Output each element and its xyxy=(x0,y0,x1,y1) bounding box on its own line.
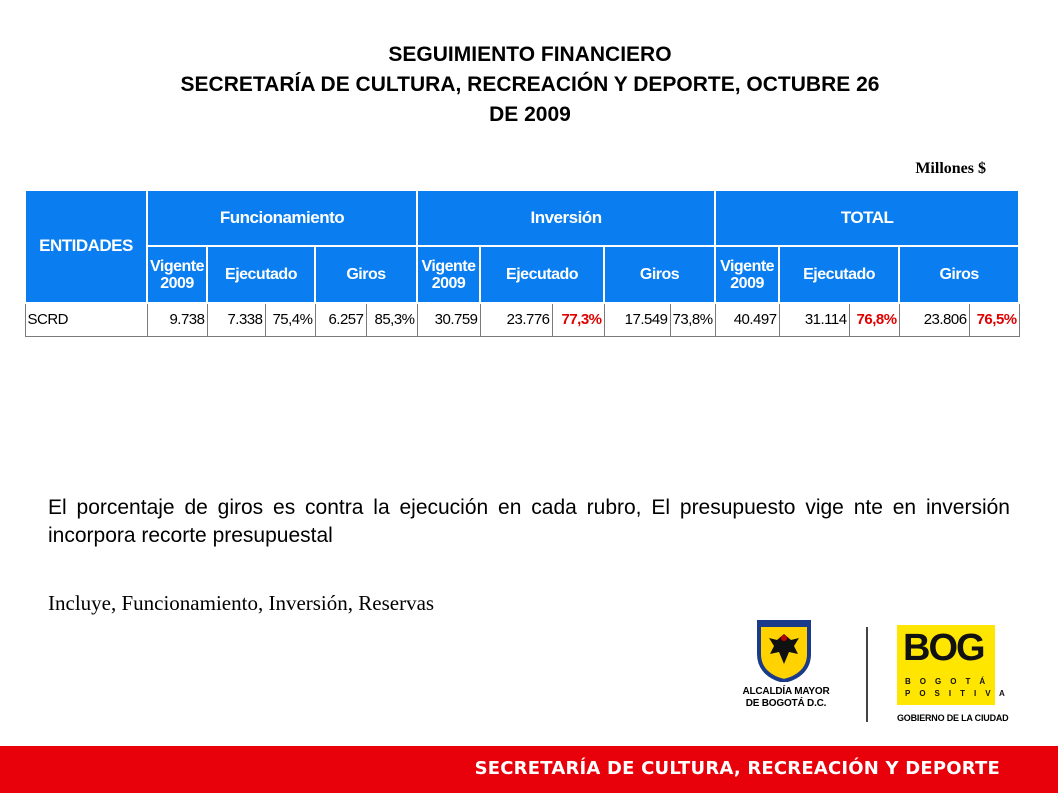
coat-of-arms-icon xyxy=(757,620,811,682)
subheader-giros: Giros xyxy=(313,245,419,304)
bog-wordmark: BOG xyxy=(903,627,986,669)
note-paragraph: El porcentaje de giros es contra la ejec… xyxy=(48,496,1010,547)
func-giros-cell: 6.257 xyxy=(314,302,367,337)
header-total: TOTAL xyxy=(714,188,1021,248)
total-giros-cell: 23.806 xyxy=(898,302,970,337)
inv-giros-cell: 17.549 xyxy=(603,302,671,337)
subheader-vigente: Vigente 2009 xyxy=(714,245,781,304)
entity-cell: SCRD xyxy=(24,302,148,337)
inv-giros-pct-cell: 73,8% xyxy=(669,302,716,337)
total-ejecutado-cell: 31.114 xyxy=(778,302,850,337)
header-inversion: Inversión xyxy=(416,188,717,248)
alcaldia-line-1: ALCALDÍA MAYOR xyxy=(742,686,830,697)
subheader-ejecutado: Ejecutado xyxy=(206,245,316,304)
page-title: SEGUIMIENTO FINANCIERO SECRETARÍA DE CUL… xyxy=(60,40,1000,130)
units-label: Millones $ xyxy=(915,160,986,177)
subheader-giros: Giros xyxy=(898,245,1021,304)
inv-vigente-cell: 30.759 xyxy=(416,302,481,337)
subheader-vigente: Vigente 2009 xyxy=(416,245,482,304)
func-ejecutado-pct-cell: 75,4% xyxy=(264,302,316,337)
func-ejecutado-cell: 7.338 xyxy=(206,302,266,337)
subheader-ejecutado: Ejecutado xyxy=(778,245,901,304)
bogota-positiva-logo: BOG BOGOTÁ POSITIVA xyxy=(897,625,1005,705)
gobierno-label: GOBIERNO DE LA CIUDAD xyxy=(897,713,1009,723)
header-entidades: ENTIDADES xyxy=(24,189,148,304)
title-line-3: DE 2009 xyxy=(489,103,571,126)
subheader-giros: Giros xyxy=(603,245,717,304)
title-line-1: SEGUIMIENTO FINANCIERO xyxy=(388,43,672,66)
inv-ejecutado-cell: 23.776 xyxy=(479,302,553,337)
bog-line-2: POSITIVA xyxy=(905,689,1014,698)
alcaldia-logo: ALCALDÍA MAYOR DE BOGOTÁ D.C. xyxy=(727,620,845,722)
bog-line-1: BOGOTÁ xyxy=(905,677,995,686)
title-line-2: SECRETARÍA DE CULTURA, RECREACIÓN Y DEPO… xyxy=(180,73,880,96)
includes-note: Incluye, Funcionamiento, Inversión, Rese… xyxy=(48,591,435,615)
total-ejecutado-pct-cell: 76,8% xyxy=(848,302,900,337)
subheader-ejecutado: Ejecutado xyxy=(479,245,606,304)
subheader-vigente: Vigente 2009 xyxy=(146,245,208,304)
table-row: SCRD 9.738 7.338 75,4% 6.257 85,3% 30.75… xyxy=(24,302,1020,337)
func-giros-pct-cell: 85,3% xyxy=(365,302,418,337)
alcaldia-text: ALCALDÍA MAYOR DE BOGOTÁ D.C. xyxy=(727,686,845,710)
header-funcionamiento: Funcionamiento xyxy=(145,188,419,248)
inv-ejecutado-pct-cell: 77,3% xyxy=(551,302,605,337)
total-vigente-cell: 40.497 xyxy=(714,302,780,337)
total-giros-pct-cell: 76,5% xyxy=(968,302,1020,337)
footer-bar: SECRETARÍA DE CULTURA, RECREACIÓN Y DEPO… xyxy=(0,746,1058,793)
financial-table: ENTIDADES Funcionamiento Inversión TOTAL… xyxy=(24,188,1021,337)
alcaldia-line-2: DE BOGOTÁ D.C. xyxy=(745,698,827,709)
logo-divider xyxy=(866,627,868,722)
footer-text: SECRETARÍA DE CULTURA, RECREACIÓN Y DEPO… xyxy=(474,758,1000,779)
func-vigente-cell: 9.738 xyxy=(146,302,208,337)
